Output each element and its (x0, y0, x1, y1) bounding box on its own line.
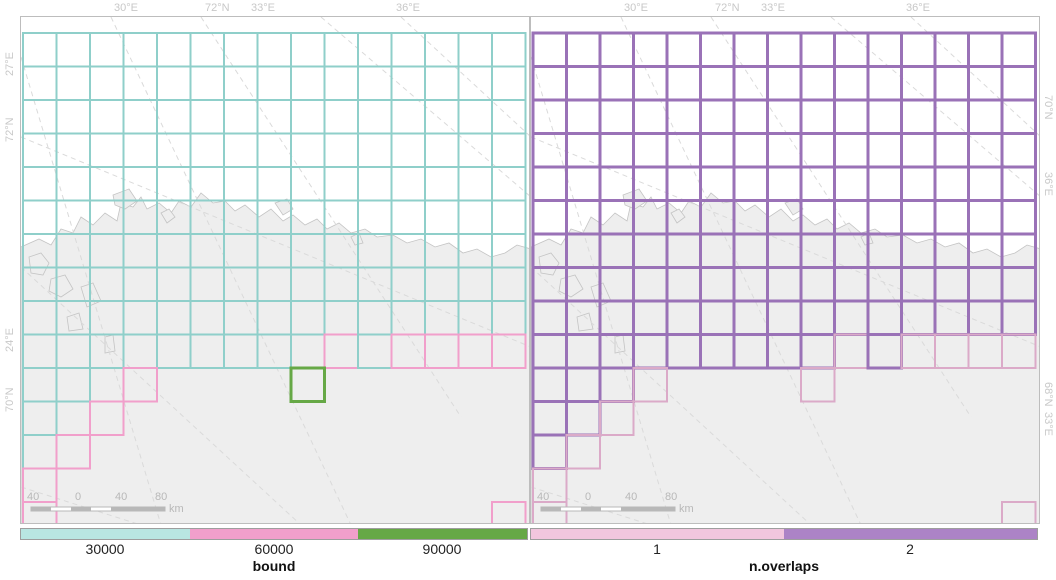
island (112, 188, 138, 210)
legend-break-label: 1 (653, 541, 661, 557)
graticule-line (21, 266, 300, 523)
legend-break-label: 60000 (254, 541, 294, 557)
legend-break-label: 2 (906, 541, 914, 557)
graticule-label-left: 70°N (4, 387, 16, 412)
grid-cell (122, 367, 158, 403)
graticule-line (531, 136, 1039, 347)
scale-unit: km (679, 503, 694, 515)
grid-cell (89, 400, 125, 436)
grid-cell (1001, 501, 1037, 523)
scale-bar: 40 0 40 80 km (537, 491, 697, 521)
legend-colorbar-overlaps (530, 528, 1038, 540)
land-area (21, 192, 529, 523)
graticule-label-right: 68°N (1042, 382, 1054, 407)
grid-cell (491, 333, 527, 369)
grid-cell (599, 400, 635, 436)
island (66, 312, 84, 332)
legend-break-label: 30000 (85, 541, 125, 557)
scale-bar: 40 0 40 80 km (27, 491, 187, 521)
graticule-label-right: 36°E (1042, 172, 1054, 196)
scale-tick-label: 40 (625, 491, 638, 503)
grid-cell (55, 434, 91, 470)
graticule-label-top: 36°E (396, 2, 420, 14)
scale-tick-label: 80 (155, 491, 168, 503)
island (160, 208, 176, 224)
graticule-label-top: 33°E (761, 2, 785, 14)
island (28, 252, 50, 276)
legend-swatch (358, 529, 528, 539)
graticule-label-top: 30°E (624, 2, 648, 14)
scale-tick-label: 40 (115, 491, 128, 503)
map-canvas-overlaps (531, 17, 1039, 523)
graticule-line (110, 17, 351, 523)
graticule-line (710, 17, 972, 418)
graticule-label-left: 27°E (4, 52, 16, 76)
legend-colorbar-bound (20, 528, 528, 540)
scale-tick-label: 0 (75, 491, 82, 503)
scale-tick-label: 0 (585, 491, 592, 503)
map-panel-bound[interactable]: 40 0 40 80 km (20, 16, 530, 524)
grid-cell (532, 501, 568, 523)
scale-tick-label: 40 (27, 491, 40, 503)
legend-title-overlaps: n.overlaps (748, 558, 820, 574)
grid-cell (800, 367, 836, 403)
land-area (531, 192, 1039, 523)
legend-swatch (784, 529, 1037, 539)
scale-tick-label: 80 (665, 491, 678, 503)
graticule-label-left: 24°E (4, 328, 16, 352)
graticule-line (21, 136, 529, 347)
graticule-label-right: 70°N (1042, 95, 1054, 120)
legend-swatch (189, 529, 359, 539)
grid-cell (22, 501, 58, 523)
graticule-label-top: 36°E (906, 2, 930, 14)
grid-cell (289, 366, 326, 403)
grid-cell (491, 501, 527, 523)
graticule-line (400, 17, 529, 136)
graticule-label-top: 30°E (114, 2, 138, 14)
island (104, 334, 116, 354)
island (48, 274, 74, 298)
graticule-line (200, 17, 462, 418)
map-panel-overlaps[interactable]: 40 0 40 80 km (530, 16, 1040, 524)
grid-cell (565, 434, 601, 470)
island (576, 312, 594, 332)
grid-cell (1001, 333, 1037, 369)
graticule-line (21, 486, 137, 523)
legend-swatch (531, 529, 784, 539)
graticule-line (620, 17, 861, 523)
graticule-line (531, 266, 810, 523)
graticule-label-left: 72°N (4, 117, 16, 142)
map-canvas-bound (21, 17, 529, 523)
scale-unit: km (169, 503, 184, 515)
graticule-label-top: 72°N (715, 2, 740, 14)
graticule-label-right: 33°E (1042, 412, 1054, 436)
legend-swatch (21, 529, 190, 539)
island (670, 208, 686, 224)
legend-title-bound: bound (252, 558, 296, 574)
scale-tick-label: 40 (537, 491, 550, 503)
graticule-line (910, 17, 1039, 136)
graticule-label-top: 33°E (251, 2, 275, 14)
graticule-label-top: 72°N (205, 2, 230, 14)
legend-break-label: 90000 (422, 541, 462, 557)
graticule-line (531, 486, 647, 523)
grid-cell (632, 367, 668, 403)
